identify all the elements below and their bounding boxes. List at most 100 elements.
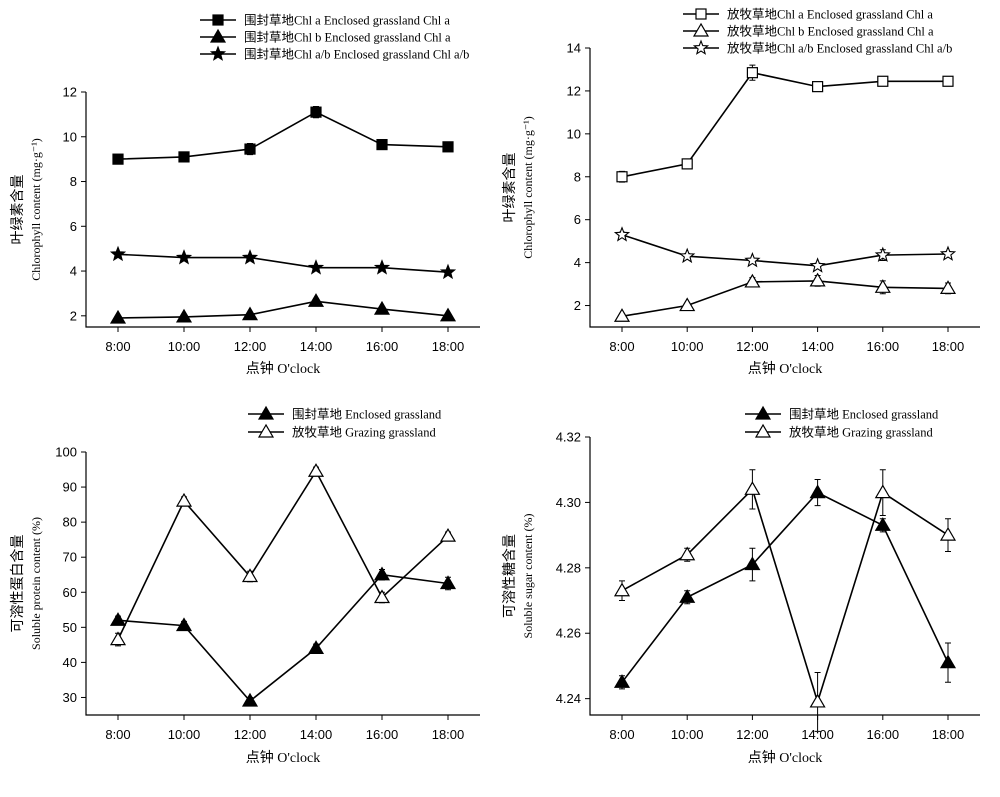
data-point bbox=[175, 308, 193, 323]
x-axis-label: 点钟 O'clock bbox=[246, 749, 320, 766]
data-point bbox=[874, 484, 891, 499]
y-tick-label: 6 bbox=[574, 212, 581, 227]
data-point bbox=[939, 245, 957, 261]
x-axis-label: 点钟 O'clock bbox=[246, 360, 320, 377]
y-tick-label: 80 bbox=[63, 515, 77, 530]
y-tick-label: 90 bbox=[63, 480, 77, 495]
series-2 bbox=[109, 463, 457, 647]
legend-marker bbox=[692, 39, 710, 55]
y-tick-label: 8 bbox=[574, 169, 581, 184]
series-line bbox=[621, 280, 949, 318]
series-1 bbox=[112, 106, 454, 165]
series-2 bbox=[613, 469, 957, 732]
y-tick-label: 4 bbox=[574, 255, 581, 270]
legend-entry: 放牧草地 Grazing grassland bbox=[745, 423, 933, 440]
legend-entry: 放牧草地Chl b Enclosed grassland Chl a bbox=[683, 22, 934, 39]
y-tick-label: 50 bbox=[63, 620, 77, 635]
legend-label: 放牧草地 Grazing grassland bbox=[292, 425, 436, 440]
y-axis-label-en: Soluble protein content (%) bbox=[29, 517, 43, 650]
data-point bbox=[613, 226, 631, 242]
data-point bbox=[307, 293, 325, 307]
y-tick-label: 4.26 bbox=[556, 626, 581, 641]
x-tick-label: 18:00 bbox=[432, 727, 465, 742]
x-tick-label: 10:00 bbox=[168, 727, 201, 742]
x-axis-label: 点钟 O'clock bbox=[748, 360, 822, 377]
data-point bbox=[373, 259, 391, 275]
data-point bbox=[809, 484, 826, 499]
data-point bbox=[439, 263, 457, 280]
axis-lines bbox=[85, 452, 480, 716]
y-tick-label: 40 bbox=[63, 655, 77, 670]
legend-label: 放牧草地Chl a Enclosed grassland Chl a bbox=[727, 7, 933, 22]
y-tick-label: 4.32 bbox=[556, 430, 581, 445]
x-tick-label: 16:00 bbox=[366, 727, 399, 742]
data-point bbox=[679, 247, 696, 264]
legend-label: 围封草地Chl a/b Enclosed grassland Chl a/b bbox=[244, 48, 469, 62]
legend-marker bbox=[754, 423, 772, 438]
data-point bbox=[109, 309, 127, 324]
y-tick-label: 4.30 bbox=[556, 495, 581, 510]
data-point bbox=[613, 674, 631, 688]
y-tick-label: 30 bbox=[63, 690, 77, 705]
series-line bbox=[621, 233, 949, 267]
series-3 bbox=[613, 226, 957, 273]
y-tick-label: 2 bbox=[70, 308, 77, 323]
x-tick-label: 18:00 bbox=[932, 339, 965, 354]
y-tick-label: 12 bbox=[63, 85, 77, 100]
legend-entry: 围封草地Chl a/b Enclosed grassland Chl a/b bbox=[200, 45, 469, 62]
axis-lines bbox=[589, 48, 980, 328]
legend-label: 围封草地Chl b Enclosed grassland Chl a bbox=[244, 31, 451, 45]
y-tick-label: 12 bbox=[567, 83, 581, 98]
data-point bbox=[613, 308, 631, 322]
data-point bbox=[874, 279, 891, 293]
y-tick-label: 8 bbox=[70, 174, 77, 189]
x-tick-label: 14:00 bbox=[801, 339, 834, 354]
y-tick-label: 70 bbox=[63, 550, 77, 565]
x-tick-label: 18:00 bbox=[432, 339, 465, 354]
legend-marker bbox=[212, 14, 224, 26]
y-tick-label: 4.24 bbox=[556, 691, 581, 706]
chart-panel-3: 30 40 50 60 70 80 90 100 8:00 10:00 12:00 14:00 16:0… bbox=[10, 405, 480, 766]
x-tick-label: 8:00 bbox=[609, 727, 634, 742]
data-point bbox=[809, 257, 826, 273]
legend-marker bbox=[257, 405, 275, 420]
data-point bbox=[744, 556, 761, 571]
series-line bbox=[621, 491, 949, 683]
data-point bbox=[939, 526, 957, 541]
axis-lines bbox=[589, 437, 980, 716]
y-tick-label: 14 bbox=[567, 41, 581, 56]
x-tick-label: 16:00 bbox=[867, 339, 900, 354]
x-tick-label: 8:00 bbox=[105, 727, 130, 742]
chart-panel-4: 4.24 4.26 4.28 4.30 4.32 8:00 10:00 12:00 14:00 1… bbox=[502, 405, 980, 766]
data-point bbox=[241, 568, 259, 583]
series-1 bbox=[613, 479, 957, 690]
legend-marker bbox=[692, 22, 710, 37]
y-axis-label: 可溶性蛋白含量 bbox=[10, 535, 26, 633]
y-tick-label: 4.28 bbox=[556, 560, 581, 575]
legend-label: 放牧草地Chl b Enclosed grassland Chl a bbox=[727, 24, 934, 39]
data-point bbox=[244, 143, 256, 155]
data-point bbox=[744, 273, 761, 288]
x-tick-label: 10:00 bbox=[671, 339, 704, 354]
data-point bbox=[746, 67, 759, 79]
legend-entry: 放牧草地Chl a/b Enclosed grassland Chl a/b bbox=[683, 39, 952, 56]
y-tick-label: 60 bbox=[63, 585, 77, 600]
x-tick-label: 10:00 bbox=[168, 339, 201, 354]
x-tick-label: 12:00 bbox=[736, 339, 769, 354]
y-tick-label: 100 bbox=[55, 445, 77, 460]
legend-marker bbox=[695, 8, 707, 20]
y-axis-label: 叶绿素含量 bbox=[502, 153, 518, 223]
legend-label: 放牧草地 Grazing grassland bbox=[789, 425, 933, 440]
data-point bbox=[307, 463, 325, 477]
data-point bbox=[241, 249, 259, 265]
data-point bbox=[373, 589, 391, 604]
data-point bbox=[613, 582, 631, 597]
data-point bbox=[942, 75, 954, 87]
legend-label: 围封草地 Enclosed grassland bbox=[292, 408, 442, 422]
axis-lines bbox=[85, 92, 480, 328]
series-2 bbox=[109, 293, 457, 324]
series-line bbox=[117, 469, 449, 640]
data-point bbox=[744, 251, 761, 268]
data-point bbox=[241, 692, 259, 707]
legend-label: 围封草地Chl a Enclosed grassland Chl a bbox=[244, 14, 450, 28]
